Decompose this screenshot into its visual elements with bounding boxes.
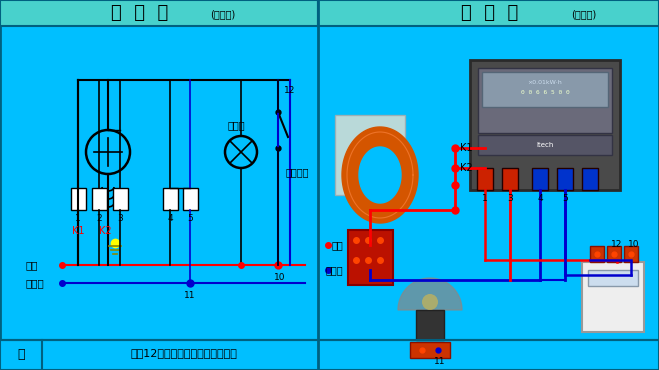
Bar	[0, 0, 318, 26]
Text: K1: K1	[460, 143, 473, 153]
Circle shape	[422, 294, 438, 310]
Text: 中性线: 中性线	[326, 265, 343, 275]
Text: 4: 4	[167, 213, 173, 222]
Text: 提: 提	[17, 347, 25, 360]
Text: Itech: Itech	[536, 142, 554, 148]
Text: 11: 11	[434, 357, 445, 367]
Polygon shape	[359, 147, 401, 203]
Text: 接  线  图: 接 线 图	[461, 4, 519, 22]
Bar	[113, 188, 128, 210]
Text: 10: 10	[628, 239, 640, 249]
Text: 2: 2	[96, 213, 101, 222]
Bar	[71, 188, 86, 210]
Bar	[318, 0, 659, 26]
Bar	[477, 168, 493, 190]
Text: K2: K2	[460, 163, 473, 173]
Bar	[0, 340, 659, 370]
Text: 10: 10	[274, 272, 286, 282]
Text: 试验12：单相电度表间接安装电路: 试验12：单相电度表间接安装电路	[130, 348, 237, 358]
Bar	[416, 310, 444, 340]
Text: 3: 3	[117, 213, 123, 222]
Bar	[624, 246, 638, 262]
Text: 11: 11	[185, 290, 196, 299]
Text: (操作区): (操作区)	[571, 9, 596, 19]
Bar	[348, 230, 393, 285]
Bar	[92, 188, 107, 210]
Bar	[478, 135, 612, 155]
Polygon shape	[398, 278, 462, 310]
Bar	[582, 168, 598, 190]
Bar	[582, 262, 644, 332]
Text: 5: 5	[562, 194, 568, 202]
Text: 1: 1	[75, 213, 81, 222]
Bar	[410, 342, 450, 358]
Text: 相线: 相线	[25, 260, 38, 270]
Text: 白炽灯: 白炽灯	[227, 120, 244, 130]
Bar	[532, 168, 548, 190]
Bar	[470, 60, 620, 190]
Text: ×0.01kW·h: ×0.01kW·h	[528, 80, 562, 84]
Text: 中性线: 中性线	[25, 278, 43, 288]
Bar	[607, 246, 621, 262]
Text: 原  理  图: 原 理 图	[111, 4, 169, 22]
Text: 12: 12	[612, 239, 623, 249]
Bar	[482, 72, 608, 107]
Text: 5: 5	[187, 213, 193, 222]
Bar	[335, 115, 405, 195]
Text: 0 0 6 6 5 0 0: 0 0 6 6 5 0 0	[521, 90, 569, 94]
Text: K2: K2	[99, 226, 111, 236]
Text: 12: 12	[284, 85, 296, 94]
Text: K1: K1	[72, 226, 84, 236]
Text: 3: 3	[507, 194, 513, 202]
Bar	[557, 168, 573, 190]
Text: 4: 4	[537, 194, 543, 202]
Polygon shape	[342, 127, 418, 223]
Bar	[163, 188, 178, 210]
Text: 1: 1	[482, 194, 488, 202]
Text: 相线: 相线	[331, 240, 343, 250]
Text: 单极开关: 单极开关	[286, 167, 310, 177]
Bar	[183, 188, 198, 210]
Bar	[588, 270, 638, 286]
Bar	[502, 168, 518, 190]
Text: (提示区): (提示区)	[210, 9, 235, 19]
Bar	[478, 68, 612, 133]
Bar	[590, 246, 604, 262]
